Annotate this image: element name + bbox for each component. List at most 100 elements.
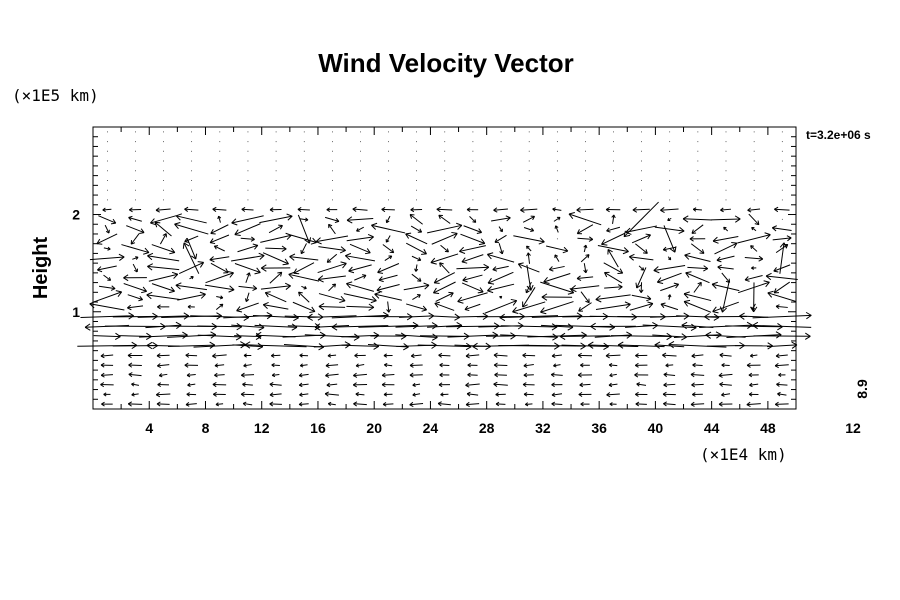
wind-vector (638, 265, 645, 271)
wind-vector (301, 285, 307, 290)
wind-vector (255, 331, 296, 340)
wind-vector (262, 301, 289, 310)
wind-vector (524, 402, 533, 407)
wind-vector (668, 341, 727, 349)
wind-vector (773, 281, 791, 294)
wind-vector (328, 283, 337, 292)
wind-vector (157, 363, 170, 369)
wind-vector (297, 207, 310, 212)
wind-vector (493, 352, 508, 358)
wind-vector (146, 291, 180, 301)
wind-vector (689, 236, 706, 242)
wind-vector (522, 215, 536, 223)
wind-vector (103, 274, 112, 281)
wind-vector (456, 263, 490, 272)
wind-vector (127, 352, 143, 359)
wind-vector (317, 275, 346, 283)
wind-vector (465, 382, 480, 388)
wind-vector (127, 294, 144, 302)
wind-vector (487, 252, 515, 263)
wind-vector (186, 372, 196, 378)
wind-vector (472, 342, 529, 351)
wind-vector (714, 242, 738, 255)
wind-vector (84, 323, 130, 331)
wind-vector (484, 298, 518, 314)
wind-vector (579, 382, 591, 388)
wind-vector (189, 276, 194, 280)
wind-vector (410, 225, 423, 233)
wind-vector (711, 281, 740, 292)
wind-vector (748, 372, 759, 378)
wind-vector (551, 382, 563, 388)
wind-vector (493, 207, 508, 213)
wind-vector (406, 303, 427, 312)
wind-vector (123, 274, 147, 282)
wind-vector (526, 245, 532, 252)
wind-vector (465, 401, 480, 407)
wind-vector (540, 301, 574, 315)
wind-vector (777, 391, 787, 397)
wind-vector (552, 207, 562, 212)
wind-vector (687, 265, 709, 272)
wind-vector (676, 313, 720, 321)
wind-vector (580, 291, 590, 304)
wind-vector (327, 353, 337, 358)
wind-vector (461, 254, 484, 264)
wind-vector (184, 235, 199, 243)
wind-vector (690, 243, 705, 254)
wind-vector (414, 264, 419, 272)
wind-vector (315, 235, 349, 245)
wind-vector (605, 353, 621, 359)
wind-vector (209, 256, 230, 263)
wind-vector (440, 244, 449, 253)
wind-vector (587, 341, 639, 349)
wind-vector (753, 332, 811, 340)
wind-vector (577, 352, 593, 359)
wind-vector (307, 313, 357, 321)
wind-vector (318, 303, 346, 311)
x-tick-label: 48 (760, 420, 776, 436)
wind-vector (101, 401, 113, 407)
wind-vector (543, 273, 571, 284)
wind-vector (631, 294, 652, 302)
wind-vector (606, 226, 621, 233)
wind-vector (212, 382, 227, 388)
wind-vector (123, 283, 148, 294)
wind-vector (100, 362, 114, 368)
wind-vector (354, 353, 366, 358)
wind-vector (720, 207, 732, 213)
wind-vector (184, 362, 199, 368)
wind-vector (214, 363, 225, 368)
wind-vector (417, 342, 472, 351)
wind-vector (412, 294, 421, 301)
wind-vector (667, 256, 672, 261)
wind-vector (691, 224, 704, 234)
wind-vector (638, 282, 644, 293)
wind-vector (234, 263, 261, 275)
wind-vector (264, 291, 287, 303)
wind-vector (681, 321, 714, 330)
wind-vector (147, 252, 180, 262)
wind-vector (635, 362, 648, 368)
wind-vector (156, 401, 170, 407)
wind-vector (186, 237, 198, 260)
wind-vector (385, 215, 391, 224)
wind-vector (213, 245, 225, 252)
wind-vector (747, 207, 761, 213)
wind-vector (205, 270, 234, 284)
wind-vector (409, 214, 423, 225)
wind-vector (773, 264, 791, 273)
wind-vector (663, 372, 676, 378)
wind-vector (551, 401, 563, 407)
wind-vector (525, 281, 532, 294)
wind-vector (583, 244, 588, 253)
wind-vector (462, 274, 483, 283)
wind-vector (412, 382, 421, 387)
wind-vector (776, 382, 788, 387)
wind-vector (243, 353, 252, 358)
wind-vector (129, 207, 142, 213)
wind-vector (96, 233, 118, 245)
wind-vector (576, 275, 594, 281)
wind-vector (577, 372, 593, 378)
wind-vector (346, 216, 374, 224)
